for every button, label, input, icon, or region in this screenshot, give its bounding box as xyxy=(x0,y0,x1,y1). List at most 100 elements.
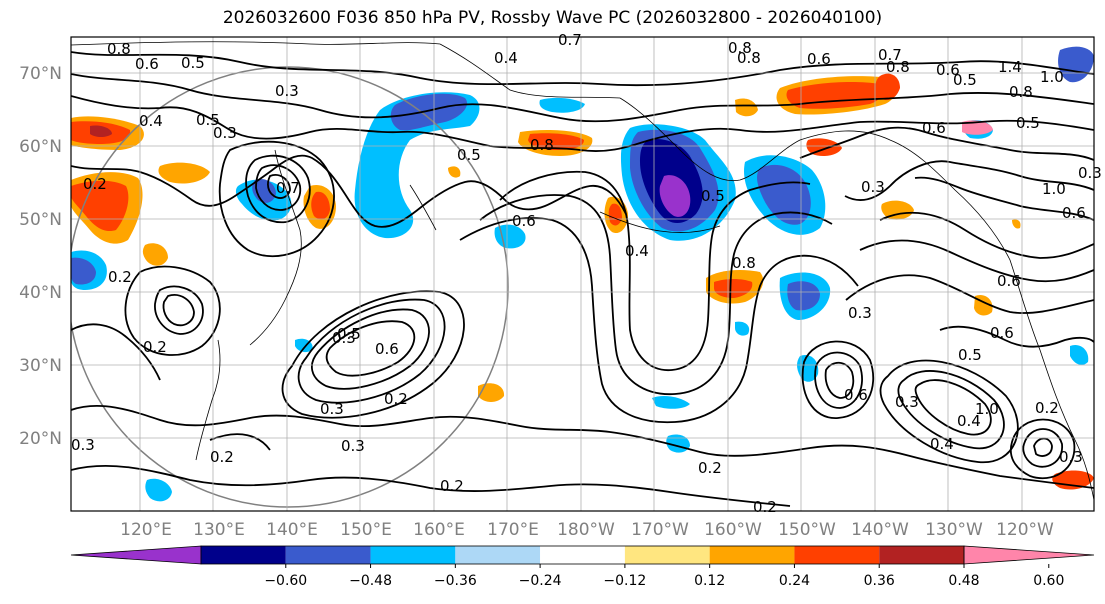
contour-label: 0.8 xyxy=(530,136,554,154)
colorbar-bin xyxy=(624,546,710,564)
pos-anomaly-small-4 xyxy=(735,98,758,117)
contour-label: 0.3 xyxy=(320,400,344,418)
coastlines xyxy=(71,41,1094,501)
colorbar-extend-max xyxy=(963,545,1095,565)
neg-anomaly-siberia-2 xyxy=(390,93,468,131)
lat-label: 20°N xyxy=(19,429,62,449)
contour-label: 0.3 xyxy=(861,178,885,196)
colorbar-bin xyxy=(201,546,286,564)
neg-anomaly-siberia xyxy=(354,92,480,239)
contour-label: 0.6 xyxy=(135,55,159,73)
contour-label: 0.2 xyxy=(143,338,167,356)
longitude-labels: 120°E 130°E 140°E 150°E 160°E 170°E 180°… xyxy=(120,520,1054,540)
lat-label: 70°N xyxy=(19,64,62,84)
contour-label: 0.6 xyxy=(512,212,536,230)
map-title: 2026032600 F036 850 hPa PV, Rossby Wave … xyxy=(222,8,883,28)
lon-label: 180°W xyxy=(557,520,615,540)
lon-label: 170°E xyxy=(487,520,539,540)
contour-label: 0.5 xyxy=(457,146,481,164)
contour-label: 0.5 xyxy=(1016,114,1040,132)
colorbar-tick-label: 0.48 xyxy=(948,573,979,589)
lon-label: 140°E xyxy=(266,520,318,540)
contour-labels: 0.8 0.6 0.5 0.4 0.3 0.5 0.4 0.3 0.2 0.7 … xyxy=(71,31,1102,516)
pos-anomaly-gulf-2 xyxy=(714,279,753,298)
colorbar-tick-label: −0.24 xyxy=(519,573,562,589)
lon-label: 120°W xyxy=(996,520,1054,540)
contour-label: 0.4 xyxy=(494,49,518,67)
colorbar-tick-label: 0.12 xyxy=(694,573,725,589)
contour-label: 0.6 xyxy=(990,324,1014,342)
contour-label: 0.8 xyxy=(886,58,910,76)
contour-label: 0.4 xyxy=(139,112,163,130)
lon-label: 130°W xyxy=(925,520,983,540)
contour-label: 0.6 xyxy=(936,61,960,79)
lon-label: 120°E xyxy=(120,520,172,540)
pos-anomaly-small-2 xyxy=(142,243,168,266)
contour-label: 0.6 xyxy=(375,340,399,358)
graticule xyxy=(71,37,1094,511)
contour-label: 0.5 xyxy=(196,111,220,129)
contour-label: 0.6 xyxy=(807,50,831,68)
pos-anomaly-small-3 xyxy=(881,200,914,220)
colorbar-bin xyxy=(455,546,541,564)
map-area xyxy=(71,37,1094,511)
contour-label: 0.6 xyxy=(922,119,946,137)
colorbar-tick-label: 0.24 xyxy=(779,573,810,589)
colorbar-tick-label: 0.60 xyxy=(1033,573,1064,589)
pos-anomaly-mongolia-2 xyxy=(71,180,129,232)
colorbar: −0.60 −0.48 −0.36 −0.24 −0.12 0.12 0.24 0.36 0.4… xyxy=(70,545,1095,589)
contour-label: 0.7 xyxy=(878,46,902,64)
contour-label: 0.3 xyxy=(71,436,95,454)
contour-label: 0.3 xyxy=(848,304,872,322)
colorbar-tick-label: 0.36 xyxy=(864,573,895,589)
contour-label: 0.5 xyxy=(701,187,725,205)
contour-label: 1.0 xyxy=(1040,68,1064,86)
neg-anomaly-bering-2 xyxy=(757,164,811,225)
neg-anomaly-small-9 xyxy=(1070,344,1089,365)
lon-label: 160°E xyxy=(413,520,465,540)
colorbar-bin xyxy=(285,546,371,564)
pos-anomaly-siberia-west-3 xyxy=(90,125,112,137)
contour-label: 0.8 xyxy=(1009,83,1033,101)
colorbar-bin xyxy=(370,546,456,564)
contour-label: 0.2 xyxy=(384,390,408,408)
contour-label: 0.3 xyxy=(1078,164,1102,182)
pos-anomaly-small-10 xyxy=(962,120,993,135)
colorbar-bin xyxy=(540,546,625,564)
lon-label: 150°E xyxy=(340,520,392,540)
colorbar-tick-label: −0.48 xyxy=(349,573,392,589)
pv-anomaly-fill xyxy=(71,46,1094,502)
contour-label: 0.8 xyxy=(732,254,756,272)
contour-label: 0.2 xyxy=(210,448,234,466)
lon-label: 150°W xyxy=(778,520,836,540)
colorbar-extend-min xyxy=(70,545,202,565)
contour-label: 0.5 xyxy=(337,325,361,343)
contour-label: 0.3 xyxy=(341,437,365,455)
latitude-labels: 70°N 60°N 50°N 40°N 30°N 20°N xyxy=(19,64,62,449)
contour-label: 0.6 xyxy=(844,386,868,404)
contour-label: 0.3 xyxy=(275,82,299,100)
colorbar-tick-label: −0.60 xyxy=(264,573,307,589)
lon-label: 130°E xyxy=(193,520,245,540)
pos-anomaly-small-12 xyxy=(448,166,461,178)
region-circle xyxy=(71,66,509,508)
contour-label: 0.7 xyxy=(276,179,300,197)
pos-anomaly-small-11 xyxy=(1012,219,1021,229)
pos-anomaly-kamchatka-2 xyxy=(311,191,330,220)
neg-anomaly-core xyxy=(659,175,691,217)
pos-anomaly-small-7 xyxy=(478,383,505,402)
contour-label: 0.6 xyxy=(1062,204,1086,222)
colorbar-tick-label: −0.12 xyxy=(603,573,646,589)
contour-label: 0.3 xyxy=(213,124,237,142)
contour-label: 0.3 xyxy=(332,329,356,347)
contour-label: 0.8 xyxy=(107,40,131,58)
contour-label: 0.6 xyxy=(997,272,1021,290)
contour-label: 1.4 xyxy=(998,58,1022,76)
neg-anomaly-small-7 xyxy=(652,396,690,409)
contour-label: 0.2 xyxy=(1035,399,1059,417)
contour-label: 1.0 xyxy=(1042,180,1066,198)
neg-anomaly-central-pacific-2 xyxy=(787,281,820,311)
colorbar-bin xyxy=(879,546,964,564)
colorbar-frame xyxy=(200,545,965,565)
